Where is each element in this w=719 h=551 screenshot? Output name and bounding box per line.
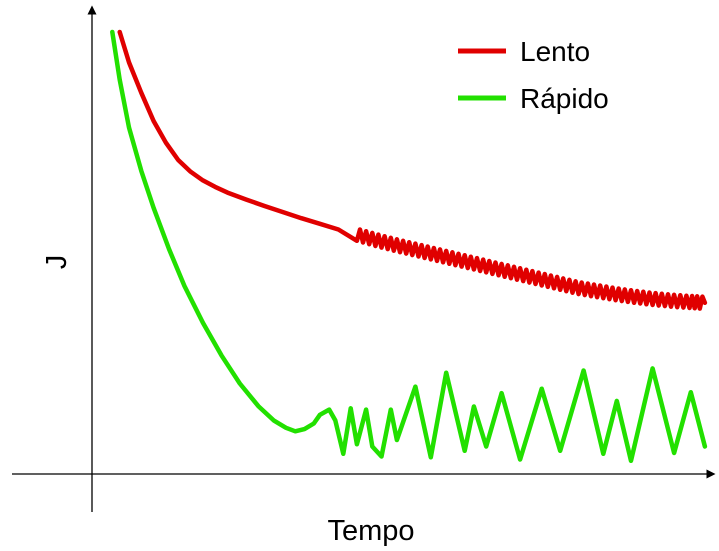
legend-label: Lento — [520, 36, 590, 67]
series-line-lento — [117, 29, 708, 311]
y-axis-label: J — [41, 255, 73, 270]
legend: Lento Rápido — [458, 36, 609, 114]
x-axis-label: Tempo — [327, 515, 414, 547]
legend-label: Rápido — [520, 83, 609, 114]
legend-item-lento: Lento — [458, 36, 590, 67]
series-layer — [110, 29, 708, 464]
series-line-rapido — [110, 29, 708, 464]
legend-item-rapido: Rápido — [458, 83, 609, 114]
